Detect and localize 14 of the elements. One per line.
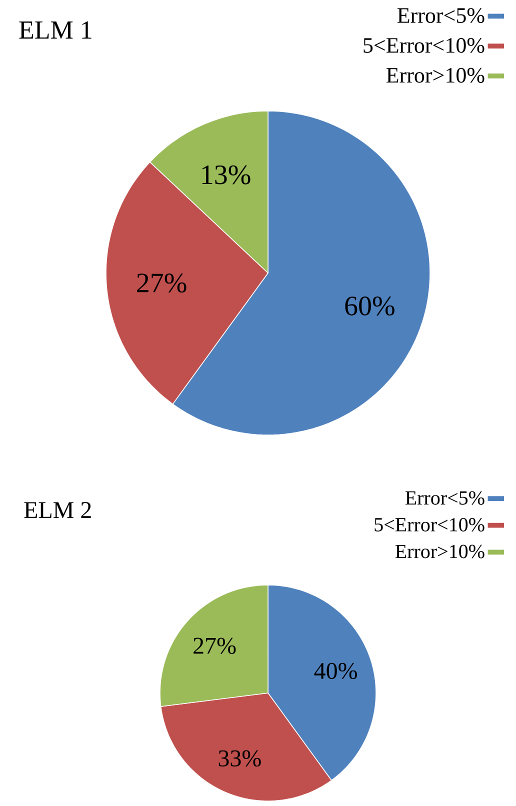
data-label: 27% [194, 638, 236, 654]
data-label: 40% [314, 662, 357, 680]
legend-label: 5<Error<10% [364, 38, 484, 53]
legend-label: Error<5% [398, 8, 484, 24]
data-label: 60% [345, 296, 394, 316]
legend-label: Error<5% [405, 491, 484, 505]
legend-label: 5<Error<10% [374, 518, 484, 532]
legend-label: Error>10% [386, 68, 484, 83]
legend-label: Error>10% [395, 544, 484, 558]
data-label: 13% [202, 165, 250, 184]
chart-title: ELM 1 [19, 21, 92, 39]
data-label: 27% [137, 274, 186, 293]
data-label: 33% [218, 750, 261, 767]
chart-title: ELM 2 [24, 502, 91, 518]
